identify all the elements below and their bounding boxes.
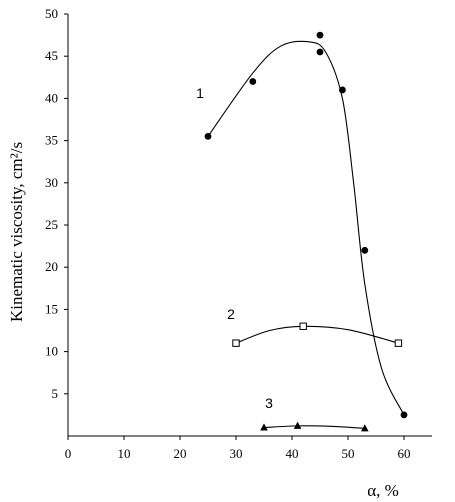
series-2-point-2 <box>299 322 307 330</box>
y-tick-label-15: 15 <box>45 301 58 316</box>
series-3-curve <box>263 425 365 429</box>
series-1-point-4 <box>316 48 324 56</box>
markers <box>204 31 408 432</box>
y-tick-label-5: 5 <box>52 386 59 401</box>
curves <box>207 40 405 429</box>
series-label-1: 1 <box>196 85 204 101</box>
y-tick-label-35: 35 <box>45 133 58 148</box>
y-tick-label-45: 45 <box>45 48 58 63</box>
series-3-point-3 <box>361 424 369 432</box>
series-2-point-1 <box>232 339 240 347</box>
series-3-point-1 <box>260 423 268 431</box>
y-tick-label-40: 40 <box>45 90 58 105</box>
series-1-point-6 <box>361 246 369 254</box>
y-axis-title: Kinematic viscosity, cm²/s <box>7 142 26 322</box>
y-tick-label-30: 30 <box>45 175 58 190</box>
y-tick-label-20: 20 <box>45 259 58 274</box>
x-tick-label-20: 20 <box>174 446 187 461</box>
series-label-2: 2 <box>227 306 235 322</box>
y-tick-label-25: 25 <box>45 217 58 232</box>
series-1-point-3 <box>316 31 324 39</box>
x-tick-label-30: 30 <box>230 446 243 461</box>
series-1-point-7 <box>400 411 408 419</box>
series-label-3: 3 <box>265 395 273 411</box>
series-1-point-1 <box>204 132 212 140</box>
series-1-point-5 <box>339 86 346 94</box>
labels: 1 2 3 <box>196 85 273 411</box>
series-2-point-3 <box>394 339 403 347</box>
y-tick-label-10: 10 <box>45 344 58 359</box>
y-tick-label-50: 50 <box>45 6 58 21</box>
axes: 0 10 20 30 40 50 60 5 10 15 20 25 30 35 40 45 50 <box>45 6 432 461</box>
x-tick-label-50: 50 <box>342 446 355 461</box>
x-tick-label-60: 60 <box>398 446 411 461</box>
series-3-point-2 <box>293 421 302 429</box>
x-tick-label-0: 0 <box>65 446 72 461</box>
x-tick-label-40: 40 <box>286 446 299 461</box>
x-axis-title: α, % <box>367 481 399 500</box>
series-1-curve <box>207 40 405 416</box>
x-tick-label-10: 10 <box>118 446 131 461</box>
series-1-point-2 <box>249 78 257 85</box>
